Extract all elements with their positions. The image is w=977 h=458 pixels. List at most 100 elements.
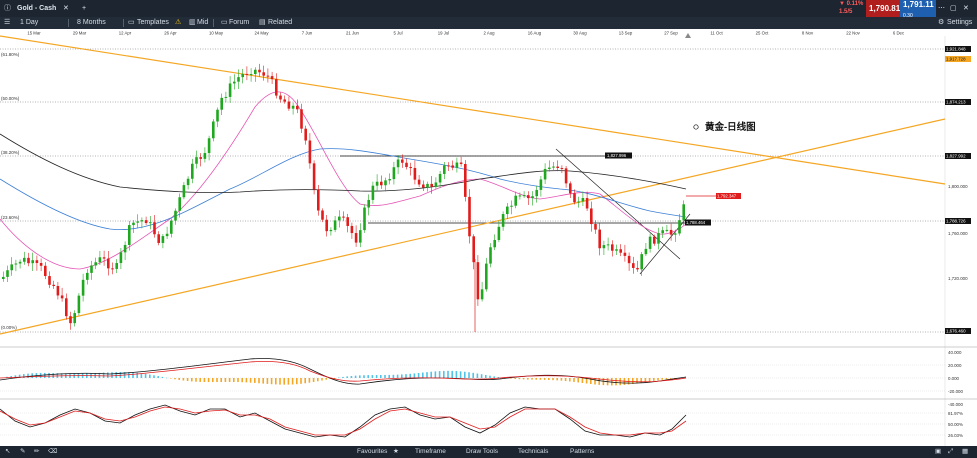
price-label: 1,827.992: [946, 154, 966, 159]
chart-menu-icon[interactable]: ☰: [4, 19, 11, 26]
macd-bar: [107, 372, 109, 378]
macd-bar: [18, 374, 21, 378]
fibonacci-levels: [0, 48, 945, 333]
price-label: 1,676.460: [946, 329, 966, 334]
macd-bar: [48, 372, 50, 378]
macd-bar: [52, 373, 54, 378]
templates-button[interactable]: Templates: [137, 19, 169, 26]
add-tab-button[interactable]: +: [82, 5, 87, 12]
gear-icon[interactable]: ⚙: [938, 19, 945, 26]
candle-body: [434, 182, 438, 187]
draw-icon[interactable]: ✎: [20, 448, 26, 455]
price-label: 1,788.726: [946, 219, 966, 224]
range-select[interactable]: 8 Months: [77, 19, 106, 26]
stochastic-d-line: [0, 406, 687, 436]
screenshot-icon[interactable]: ▣: [935, 448, 942, 455]
macd-axis-label: 0.000: [948, 376, 960, 381]
candle-body: [531, 196, 534, 199]
grid-icon[interactable]: ▦: [962, 448, 969, 455]
pencil-icon[interactable]: ✏: [34, 448, 40, 455]
candle-body: [86, 272, 89, 280]
macd-bar: [590, 378, 592, 385]
date-axis: [0, 29, 945, 36]
macd-line: [0, 358, 687, 385]
candle-body: [661, 230, 664, 234]
candle-body: [556, 166, 559, 169]
macd-bar: [594, 378, 596, 385]
candle-body: [422, 184, 425, 188]
price-label: 1,760.000: [948, 231, 968, 236]
candle-body: [144, 220, 148, 224]
candle-body: [514, 195, 517, 206]
star-icon[interactable]: ★: [393, 448, 399, 455]
info-icon[interactable]: ⓘ: [4, 5, 11, 12]
ascending-trend-line[interactable]: [0, 118, 946, 335]
minimize-icon[interactable]: ▢: [950, 5, 957, 12]
fib-label-236: (23.60%): [1, 215, 20, 220]
close-tab-icon[interactable]: ✕: [63, 5, 69, 12]
price-tag: [945, 328, 971, 334]
candle-body: [199, 157, 202, 159]
timeframe-select[interactable]: 1 Day: [20, 19, 39, 26]
candle-body: [52, 284, 55, 287]
macd-bar: [291, 378, 294, 385]
candle-body: [300, 109, 303, 129]
mid-button[interactable]: Mid: [197, 19, 209, 26]
fullscreen-icon[interactable]: ⤢: [948, 448, 954, 455]
draw-tools-button[interactable]: Draw Tools: [466, 448, 499, 455]
settings-button[interactable]: Settings: [947, 19, 973, 26]
cursor-icon[interactable]: ↖: [5, 448, 11, 455]
price-tag: [945, 46, 971, 52]
patterns-button[interactable]: Patterns: [570, 448, 595, 455]
candle-body: [497, 226, 501, 240]
candle-body: [539, 179, 543, 190]
divider: [68, 19, 69, 27]
date-label: 21 Jun: [346, 30, 360, 35]
fib-label-0: (0.00%): [1, 325, 17, 330]
macd-bar: [178, 378, 180, 380]
candle-body: [510, 205, 513, 207]
macd-axis-label: -20.000: [948, 389, 963, 394]
macd-bar: [434, 371, 437, 378]
price-label: 1,720.000: [948, 276, 968, 281]
stoch-axis-label: 26.03%: [948, 433, 963, 438]
alert-icon[interactable]: ⚠: [175, 19, 182, 26]
favourites-button[interactable]: Favourites: [357, 448, 388, 455]
candle-body: [585, 198, 589, 209]
top-bar: ⓘ Gold - Cash ✕ + ▼ 0.11% 1.5/5 1,790.81 …: [0, 0, 977, 19]
menu-icon[interactable]: ⋯: [938, 5, 945, 12]
close-window-icon[interactable]: ✕: [963, 5, 969, 12]
candle-body: [10, 264, 13, 271]
price-chart[interactable]: 15 Mar 29 Mar 12 Apr 26 Apr 10 May 24 May 7 Ju…: [0, 29, 977, 446]
date-label: 16 Aug: [528, 30, 542, 35]
candle-body: [224, 96, 228, 98]
candle-body: [359, 230, 362, 243]
eraser-icon[interactable]: ⌫: [48, 448, 58, 455]
timeframe-button[interactable]: Timeframe: [415, 448, 446, 455]
descending-trend-line[interactable]: [0, 35, 946, 185]
macd-bar: [384, 374, 386, 378]
buy-price-button[interactable]: 1,791.11 0.30: [900, 0, 936, 19]
candle-body: [598, 229, 601, 249]
macd-bar: [510, 378, 512, 379]
chart-annotation-title[interactable]: 黄金-日线图: [705, 121, 756, 133]
candle-body: [174, 210, 177, 221]
instrument-title[interactable]: Gold - Cash: [17, 5, 57, 12]
macd-bar: [674, 378, 676, 379]
related-button[interactable]: Related: [268, 19, 293, 26]
technicals-button[interactable]: Technicals: [518, 448, 549, 455]
moving-average-mid: [0, 148, 687, 231]
short-up-trend-line[interactable]: [639, 213, 691, 275]
macd-bar: [560, 378, 563, 381]
forum-button[interactable]: Forum: [229, 19, 250, 26]
macd-bar: [485, 374, 487, 378]
candle-body: [304, 128, 307, 141]
scroll-to-latest-icon[interactable]: [685, 33, 691, 38]
stochastic-panel: 81.97% 50.00% 26.03%: [0, 404, 963, 438]
candle-body: [392, 167, 396, 180]
candle-body: [384, 180, 387, 186]
macd-axis-label: 20.000: [948, 363, 962, 368]
macd-bar: [170, 378, 172, 379]
sell-price-button[interactable]: 1,790.81: [866, 0, 902, 17]
candle-body: [128, 225, 131, 245]
